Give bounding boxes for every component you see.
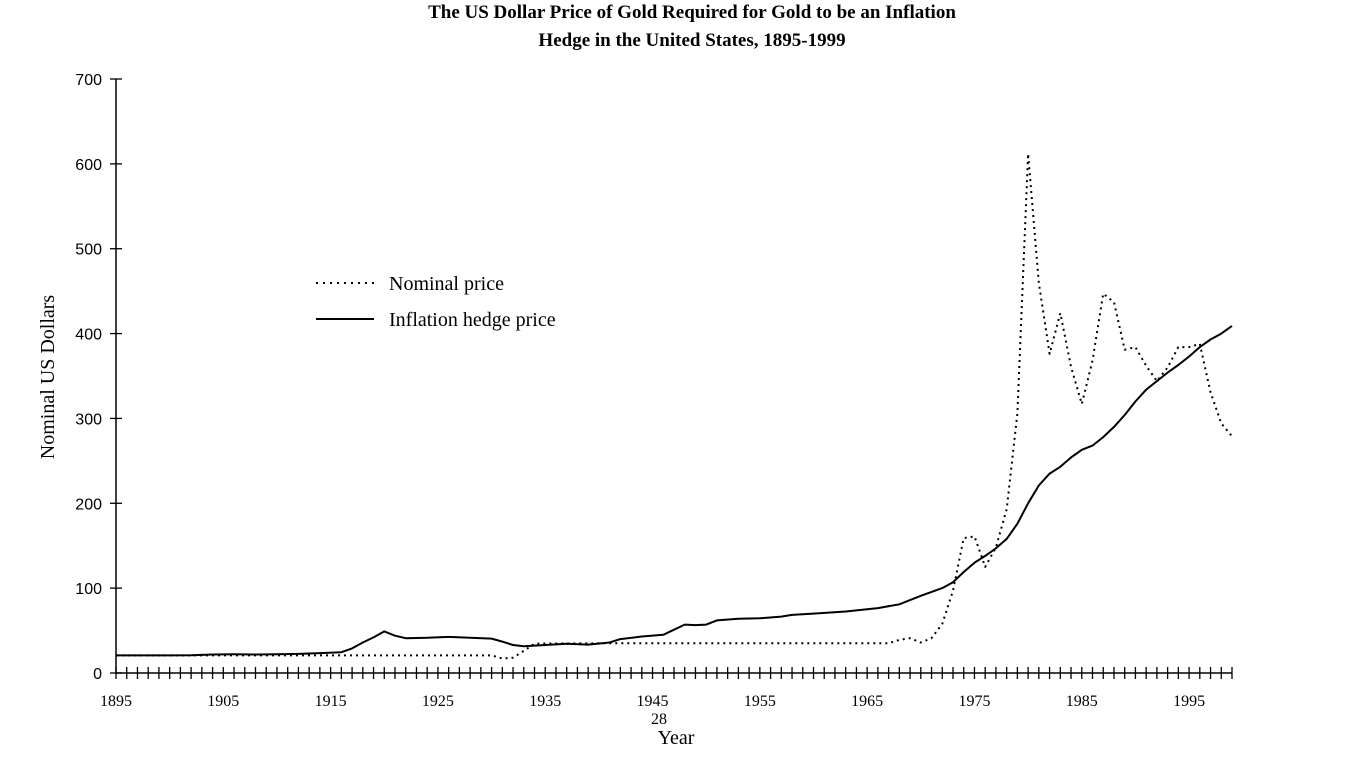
x-tick-label: 1915 <box>315 693 347 710</box>
page-number: 28 <box>651 711 667 728</box>
x-tick-label: 1975 <box>958 693 990 710</box>
legend-label-nominal: Nominal price <box>389 273 504 295</box>
x-axis-label: Year <box>658 727 695 749</box>
x-axis: 1895 1905 1915 1925 1935 1945 1955 1965 1975 1985… <box>100 667 1233 710</box>
y-tick-label: 300 <box>75 411 102 428</box>
y-tick-label: 700 <box>75 72 102 89</box>
x-tick-label: 1995 <box>1173 693 1205 710</box>
x-tick-label: 1985 <box>1066 693 1098 710</box>
y-axis: 0 100 200 300 400 500 600 700 <box>75 72 122 683</box>
legend-label-inflation-hedge: Inflation hedge price <box>389 309 556 331</box>
y-tick-label: 0 <box>93 666 102 683</box>
series-line-nominal <box>116 152 1233 660</box>
y-tick-label: 400 <box>75 327 102 344</box>
x-tick-label: 1895 <box>100 693 132 710</box>
x-tick-label: 1955 <box>744 693 776 710</box>
y-tick-label: 200 <box>75 496 102 513</box>
x-tick-label: 1945 <box>637 693 669 710</box>
y-tick-label: 500 <box>75 242 102 259</box>
y-axis-label: Nominal US Dollars <box>37 295 59 460</box>
x-tick-label: 1905 <box>207 693 239 710</box>
chart-title-line-1: The US Dollar Price of Gold Required for… <box>428 2 956 23</box>
series-line-inflation-hedge <box>116 325 1233 657</box>
legend: Nominal price Inflation hedge price <box>316 273 556 331</box>
x-tick-label: 1935 <box>529 693 561 710</box>
x-tick-label: 1925 <box>422 693 454 710</box>
chart-title-line-2: Hedge in the United States, 1895-1999 <box>538 30 845 51</box>
y-tick-label: 100 <box>75 581 102 598</box>
y-tick-label: 600 <box>75 157 102 174</box>
x-tick-label: 1965 <box>851 693 883 710</box>
series-layer <box>116 152 1233 660</box>
